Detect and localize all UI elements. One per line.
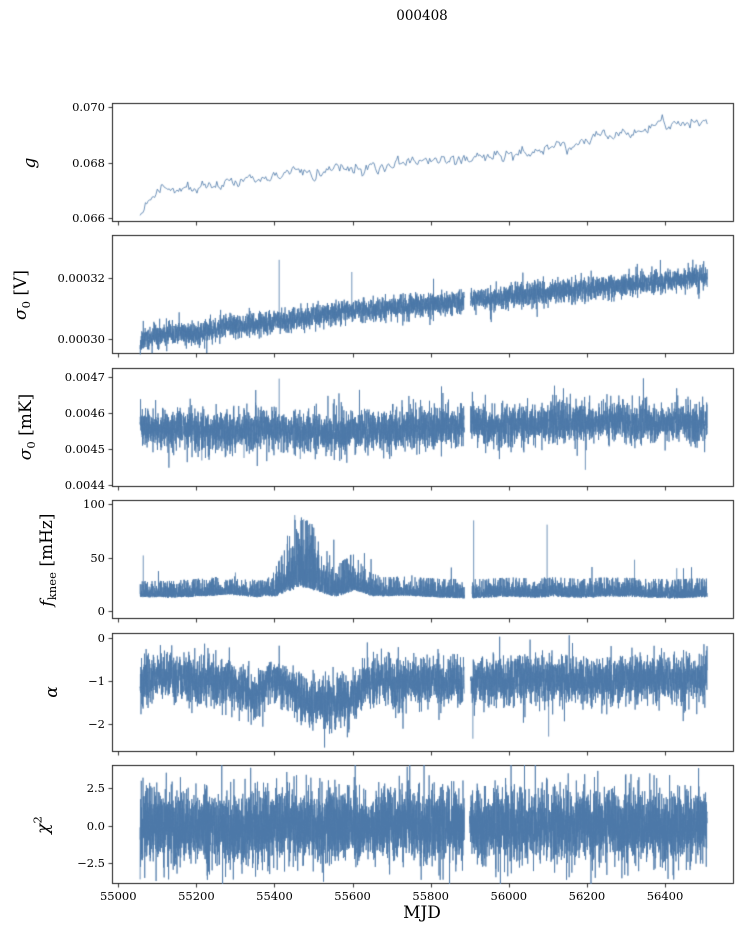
y-tick-label: 0.0044 [64,477,105,492]
y-tick-label: 0.0 [86,818,105,833]
y-label-symbol: α [42,686,62,698]
y-tick-label: 50 [90,550,105,565]
y-tick-label: 0 [97,630,105,645]
y-label-symbol: σ [15,448,36,461]
y-label-unit: [mHz] [36,513,57,572]
y-axis-label: σ0 [V] [11,270,33,320]
y-label-unit: [V] [10,269,31,301]
y-tick-label: 0.066 [72,210,105,225]
y-label-symbol: g [20,157,40,168]
y-tick-label: 0 [97,603,105,618]
x-tick-label: 55600 [334,889,371,903]
y-axis-label: α [42,686,62,697]
y-tick-label: −2 [88,716,105,731]
y-tick-label: 0.0046 [64,405,105,420]
y-label-subscript: knee [45,571,60,600]
y-tick-label: −1 [88,673,105,688]
x-tick-label: 56000 [490,889,528,903]
y-label-symbol: σ [10,308,31,320]
y-label-subscript: 0 [24,441,39,449]
y-tick-label: 0.00032 [57,271,105,286]
x-tick-label: 55000 [99,889,137,903]
y-tick-label: 100 [83,497,105,512]
y-tick-label: 2.5 [86,781,105,796]
x-tick-label: 56400 [646,889,684,903]
y-tick-label: 0.0047 [64,369,105,384]
y-tick-label: 0.0045 [64,441,105,456]
y-label-symbol: χ [33,823,54,834]
y-label-subscript: 0 [19,300,34,309]
y-axis-label: σ0 [mK] [16,394,38,460]
y-label-symbol: f [36,599,57,607]
y-label-unit: [mK] [15,394,36,442]
y-label-superscript: 2 [30,815,45,824]
y-axis-label: χ2 [31,816,54,834]
x-tick-label: 55800 [412,889,449,903]
x-axis-label: MJD [403,903,441,923]
y-tick-label: 0.070 [72,100,105,115]
y-axis-label: g [20,157,40,168]
x-tick-label: 55400 [256,889,293,903]
y-tick-label: 0.068 [72,155,105,170]
y-tick-label: 0.00030 [57,332,105,347]
y-axis-label: fknee [mHz] [37,513,59,606]
x-tick-label: 56200 [568,889,606,903]
y-tick-label: −2.5 [77,856,105,871]
x-tick-label: 55200 [178,889,215,903]
